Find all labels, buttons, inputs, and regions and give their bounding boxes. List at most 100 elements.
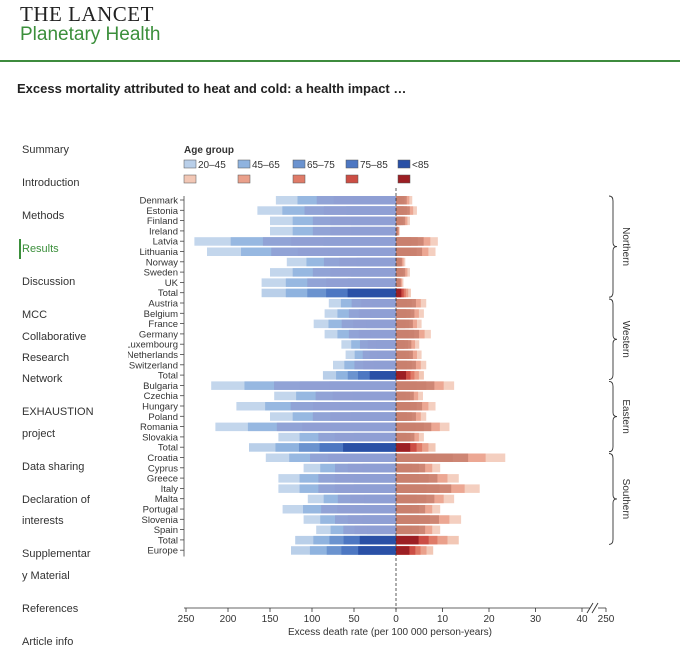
legend-swatch-heat: [183, 174, 197, 184]
x-tick-label: 150: [262, 614, 279, 625]
nav-item-mcc[interactable]: MCC: [22, 309, 48, 321]
nav-item-project[interactable]: project: [22, 428, 56, 440]
bar-cold: [343, 443, 396, 452]
bar-heat: [396, 299, 407, 308]
nav-item-declaration-of[interactable]: Declaration of: [22, 494, 90, 506]
row-label: Slovenia: [142, 515, 179, 526]
nav-item-results[interactable]: Results: [22, 243, 59, 255]
bar-cold: [349, 453, 396, 462]
bar-heat: [396, 371, 407, 380]
row-label: Lithuania: [139, 247, 178, 258]
row-label: Luxembourg: [128, 340, 178, 351]
nav-item-y-material[interactable]: y Material: [22, 570, 70, 582]
bar-heat: [396, 391, 406, 401]
nav-item-introduction[interactable]: Introduction: [22, 177, 80, 189]
bar-heat: [396, 422, 416, 432]
nav-item-summary[interactable]: Summary: [22, 144, 70, 156]
row-label: UK: [165, 278, 179, 289]
bar-cold: [369, 371, 396, 380]
row-label: Finland: [147, 216, 178, 227]
legend-swatch-cold: [397, 159, 411, 169]
journal-subtitle[interactable]: Planetary Health: [20, 24, 161, 45]
nav-item-collaborative[interactable]: Collaborative: [22, 331, 87, 343]
nav-item-exhaustion[interactable]: EXHAUSTION: [22, 406, 94, 418]
bar-heat: [396, 340, 405, 349]
row-label: Norway: [146, 257, 178, 268]
bar-heat: [396, 216, 402, 226]
bar-cold: [353, 474, 396, 483]
bar-cold: [362, 515, 396, 524]
bar-cold: [371, 299, 396, 308]
nav-item-network[interactable]: Network: [22, 373, 63, 385]
region-brace: [608, 453, 618, 545]
region-label: Northern: [620, 227, 631, 266]
legend-label: 75–85: [360, 160, 388, 171]
bar-heat: [396, 484, 427, 493]
row-label: France: [148, 319, 178, 330]
bar-cold: [352, 391, 396, 401]
bar-heat: [396, 268, 402, 277]
bar-heat: [396, 402, 411, 411]
nav-item-article-info[interactable]: Article info: [22, 636, 74, 648]
bar-cold: [353, 432, 396, 442]
nav-item-data-sharing[interactable]: Data sharing: [22, 461, 85, 473]
x-tick-label: 40: [576, 614, 588, 625]
bar-heat: [396, 350, 406, 359]
region-brace: [608, 195, 618, 298]
region-brace: [608, 298, 618, 381]
x-tick-label: 200: [220, 614, 237, 625]
region-label: Eastern: [620, 399, 631, 433]
row-label: Hungary: [142, 402, 178, 413]
row-label: Cyprus: [148, 463, 178, 474]
row-label: Estonia: [146, 206, 178, 217]
row-label: Croatia: [147, 453, 178, 464]
bar-heat: [396, 463, 412, 473]
bar-cold: [367, 525, 396, 535]
nav-item-supplementar[interactable]: Supplementar: [22, 548, 91, 560]
row-label: Belgium: [144, 309, 178, 320]
legend-swatch-cold: [183, 159, 197, 169]
axis-break: [586, 602, 594, 614]
nav-item-interests[interactable]: interests: [22, 515, 64, 527]
journal-header: THE LANCET Planetary Health: [0, 0, 680, 62]
nav-active-indicator: [19, 239, 21, 259]
bar-cold: [330, 422, 396, 432]
bar-cold: [376, 340, 396, 349]
bar-cold: [350, 216, 396, 226]
bar-cold: [350, 226, 396, 236]
bar-cold: [364, 494, 396, 504]
bar-heat: [396, 381, 417, 390]
journal-name[interactable]: THE LANCET: [20, 2, 154, 26]
row-label: Denmark: [139, 196, 178, 207]
bar-heat: [396, 329, 409, 339]
bar-cold: [329, 381, 396, 390]
row-label: Ireland: [149, 226, 178, 237]
bar-cold: [373, 360, 396, 370]
bar-heat: [396, 474, 419, 483]
bar-cold: [358, 546, 396, 555]
bar-cold: [350, 268, 396, 277]
row-label: Malta: [155, 494, 179, 505]
x-tick-label: 100: [304, 614, 321, 625]
nav-item-references[interactable]: References: [22, 603, 79, 615]
bar-heat: [396, 237, 412, 246]
row-label: Czechia: [144, 391, 179, 402]
bar-heat: [396, 525, 412, 535]
bar-heat: [396, 546, 410, 555]
x-tick-label: 30: [530, 614, 542, 625]
legend-swatch-cold: [237, 159, 251, 169]
legend-label: 20–45: [198, 160, 226, 171]
bar-heat: [396, 412, 407, 421]
nav-item-methods[interactable]: Methods: [22, 210, 65, 222]
bar-cold: [370, 309, 396, 318]
row-label: Poland: [148, 412, 178, 423]
legend-swatch-heat: [292, 174, 306, 184]
nav-item-discussion[interactable]: Discussion: [22, 276, 76, 288]
bar-heat: [396, 494, 417, 504]
legend-swatch-cold: [345, 159, 359, 169]
region-label: Western: [620, 321, 631, 358]
nav-item-research[interactable]: Research: [22, 352, 70, 364]
row-label: Italy: [161, 484, 179, 495]
x-tick-label: 250: [178, 614, 195, 625]
legend-title: Age group: [184, 145, 234, 156]
